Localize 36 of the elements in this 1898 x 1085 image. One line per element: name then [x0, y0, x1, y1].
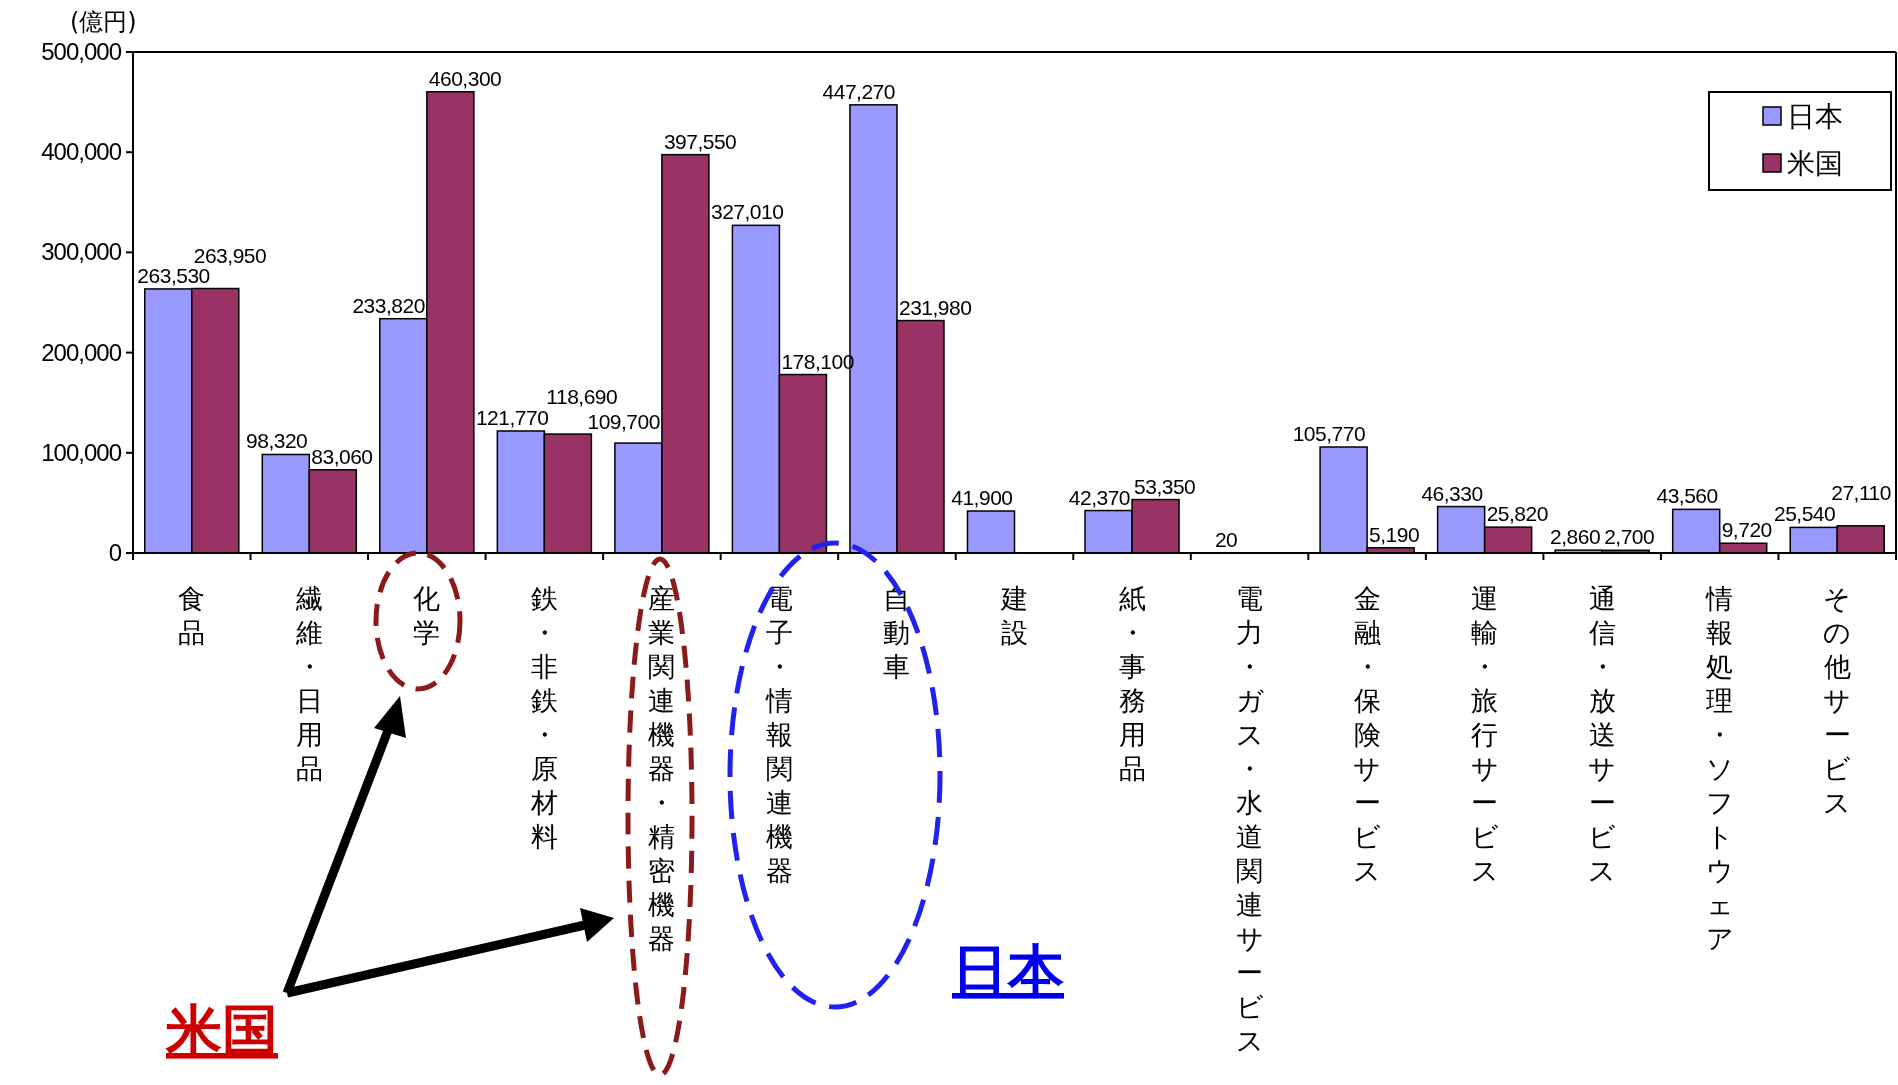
data-label: 46,330: [1421, 481, 1483, 505]
data-label: 41,900: [951, 486, 1013, 510]
data-label: 83,060: [311, 444, 373, 468]
data-label: 105,770: [1292, 422, 1366, 446]
legend-label: 米国: [1787, 147, 1843, 180]
data-label: 9,720: [1721, 518, 1772, 542]
y-tick-label: 200,000: [41, 338, 122, 366]
data-label: 460,300: [428, 66, 502, 90]
data-label: 2,700: [1604, 525, 1655, 549]
y-tick-label: 300,000: [41, 238, 122, 266]
data-label: 121,770: [475, 405, 549, 429]
data-label: 109,700: [587, 410, 660, 434]
data-label: 327,010: [711, 200, 784, 224]
data-label: 42,370: [1068, 485, 1131, 509]
text: 日本: [952, 938, 1064, 1003]
data-label: 233,820: [352, 293, 425, 317]
data-label: 53,350: [1134, 474, 1196, 498]
text: 米国: [165, 998, 278, 1063]
data-label: 118,690: [546, 385, 618, 409]
data-label: 5,190: [1369, 522, 1420, 546]
data-label: 43,560: [1656, 484, 1718, 508]
data-label: 20: [1214, 527, 1238, 551]
y-tick-label: 400,000: [41, 138, 122, 166]
y-axis-title: (億円): [70, 8, 137, 36]
data-label: 397,550: [663, 129, 737, 153]
y-tick-label: 100,000: [41, 438, 122, 466]
legend-label: 日本: [1787, 100, 1843, 133]
data-label: 98,320: [246, 429, 308, 453]
data-label: 27,110: [1831, 480, 1891, 504]
y-tick-label: 500,000: [41, 38, 122, 65]
y-tick-label: 0: [108, 539, 122, 566]
data-label: 25,820: [1486, 502, 1548, 526]
data-label: 447,270: [822, 79, 895, 103]
data-label: 231,980: [898, 295, 972, 319]
data-label: 25,540: [1774, 502, 1836, 526]
data-label: 2,860: [1550, 525, 1601, 549]
